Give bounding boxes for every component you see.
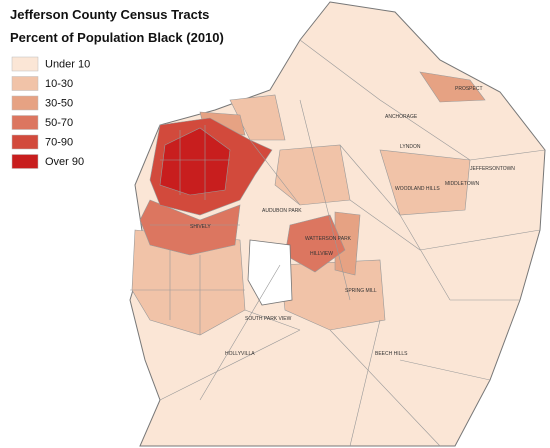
place-label: SPRING MILL [345,288,377,294]
place-label: AUDUBON PARK [262,208,302,214]
place-label: ANCHORAGE [385,114,418,120]
legend-label: 70-90 [45,136,73,148]
legend-subtitle: Percent of Population Black (2010) [10,30,224,45]
place-label: MIDDLETOWN [445,181,479,187]
place-label: BEECH HILLS [375,351,408,357]
legend-swatch [11,56,39,72]
legend-title: Jefferson County Census Tracts [10,7,209,22]
tract-group [379,149,471,216]
place-label: JEFFERSONTOWN [470,166,515,172]
legend-swatch [11,154,39,169]
tract-group [419,71,486,103]
airport [247,239,293,306]
place-label: LYNDON [400,144,421,150]
legend-swatch [11,134,39,150]
legend-swatch [11,95,39,111]
place-label: WOODLAND HILLS [395,186,440,192]
legend-label: 10-30 [45,78,73,90]
place-label: PROSPECT [455,86,483,92]
tracts [129,1,546,447]
place-label: HILLVIEW [310,251,333,257]
legend-label: 30-50 [45,97,73,109]
place-label: HOLLYVILLA [225,351,255,357]
tract-group [229,94,286,141]
place-label: SOUTH PARK VIEW [245,316,292,322]
tract-group [139,199,241,256]
legend-label: Over 90 [45,156,84,168]
place-labels: PROSPECT ANCHORAGE LYNDON MIDDLETOWN JEFFERS… [190,86,515,357]
place-label: SHIVELY [190,224,211,230]
legend-label: 50-70 [45,117,73,129]
legend-label: Under 10 [45,58,90,70]
legend: Under 10 10-30 30-50 50-70 70-90 Over 90 [11,56,90,169]
tract-borders [130,39,546,447]
legend-swatch [11,76,39,91]
tract-group [274,144,351,206]
legend-swatch [11,115,39,130]
tract-group [159,127,231,196]
tract-group [279,259,386,331]
place-label: WATTERSON PARK [305,236,352,242]
